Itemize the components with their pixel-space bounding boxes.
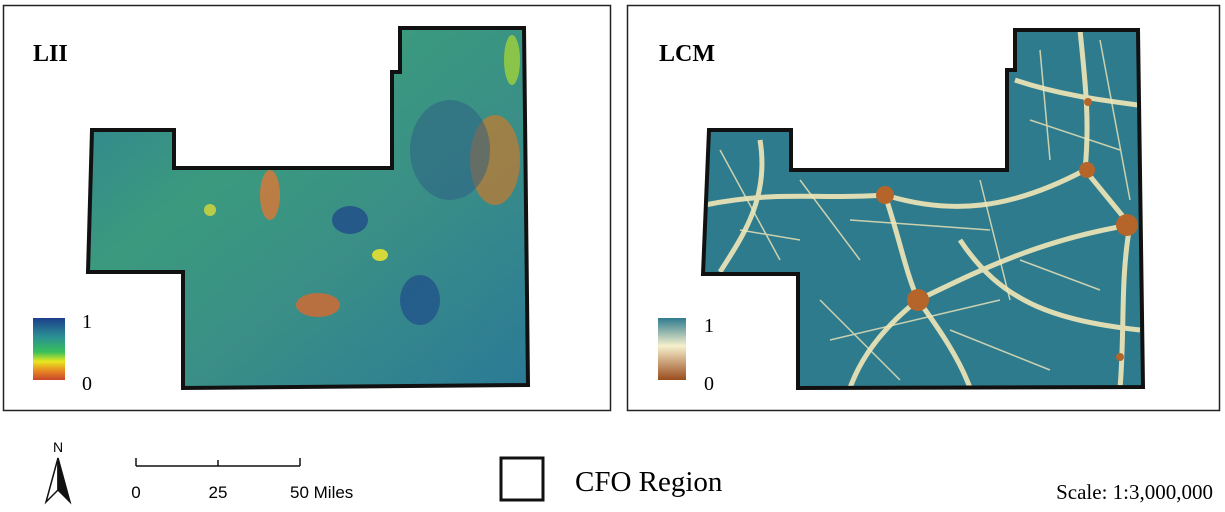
page: LII 1 0 LCM 1 0 N 0 25 50 Miles CFO Regi…: [0, 0, 1225, 512]
legend-label: CFO Region: [575, 466, 723, 498]
legend-max: 1: [704, 315, 714, 337]
legend-max: 1: [82, 311, 92, 333]
panel-title: LCM: [659, 41, 715, 67]
north-label: N: [53, 439, 63, 455]
scale-bar: [136, 458, 300, 466]
legend-ramp: [658, 318, 686, 380]
legend-min: 0: [82, 373, 92, 395]
legend-min: 0: [704, 373, 714, 395]
legend-ramp: [33, 318, 65, 380]
scale-text: Scale: 1:3,000,000: [1056, 480, 1213, 504]
legend-swatch: [501, 458, 543, 500]
north-arrow: [58, 458, 70, 502]
scale-bar-label: 50 Miles: [290, 483, 353, 502]
north-arrow: [46, 458, 58, 502]
panel-title: LII: [33, 41, 68, 67]
scale-bar-label: 0: [131, 483, 140, 502]
scale-bar-label: 25: [209, 483, 228, 502]
map-figure: LII 1 0 LCM 1 0 N 0 25 50 Miles CFO Regi…: [0, 0, 1225, 512]
